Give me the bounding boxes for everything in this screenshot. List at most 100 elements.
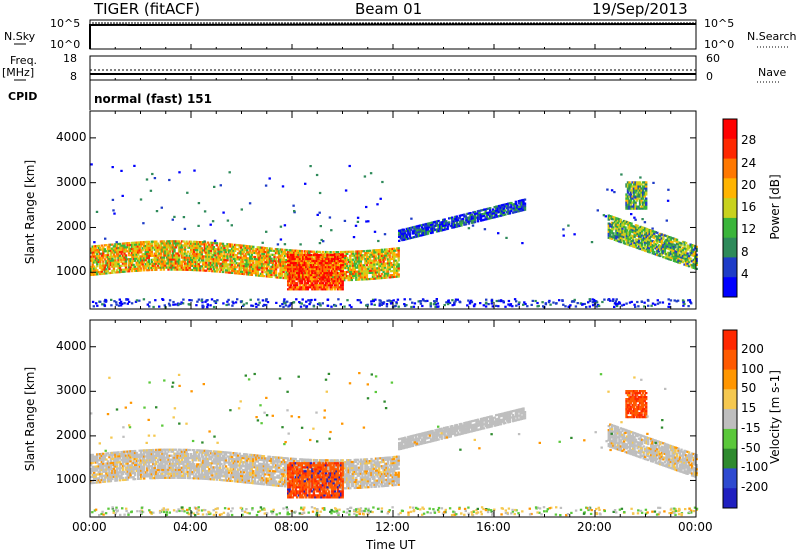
echo-cell	[677, 249, 680, 252]
echo-cell	[365, 270, 369, 273]
echo-cell	[137, 269, 140, 272]
echo-cell	[249, 247, 252, 250]
echo-cell	[133, 253, 137, 256]
echo-cell	[308, 276, 311, 279]
echo-cell	[425, 229, 428, 232]
echo-cell	[183, 260, 187, 263]
echo-cell	[100, 270, 103, 273]
echo-cell	[626, 183, 630, 186]
echo-cell	[170, 266, 173, 269]
echo-cell	[625, 207, 628, 210]
echo-cell	[108, 464, 111, 467]
echo-cell	[199, 251, 202, 254]
echo-cell	[94, 261, 97, 264]
echo-cell	[637, 243, 641, 246]
echo-cell	[171, 240, 175, 243]
echo-cell	[199, 243, 202, 246]
echo-cell	[317, 270, 320, 273]
echo-cell	[312, 280, 316, 283]
echo-cell	[221, 262, 225, 266]
echo-cell	[470, 217, 474, 220]
echo-cell	[631, 241, 635, 244]
echo-cell	[683, 251, 686, 254]
echo-cell	[610, 231, 614, 234]
echo-cell	[146, 248, 149, 252]
echo-cell	[308, 250, 311, 253]
echo-cell	[316, 213, 319, 216]
echo-cell	[196, 257, 199, 260]
echo-cell	[356, 266, 359, 269]
echo-cell	[206, 245, 210, 248]
echo-cell	[165, 252, 169, 255]
echo-cell	[232, 255, 235, 258]
echo-cell	[467, 299, 470, 302]
echo-cell	[323, 257, 326, 261]
echo-cell	[520, 207, 524, 210]
echo-cell	[642, 203, 645, 206]
echo-cell	[650, 245, 653, 248]
echo-cell	[687, 247, 691, 250]
echo-cell	[643, 183, 646, 186]
echo-cell	[114, 451, 117, 454]
echo-cell	[162, 264, 166, 267]
echo-cell	[619, 232, 623, 236]
echo-cell	[442, 224, 445, 227]
echo-cell	[401, 233, 404, 236]
echo-cell	[451, 224, 454, 227]
echo-cell	[442, 222, 445, 225]
echo-cell	[223, 244, 226, 247]
echo-cell	[610, 215, 614, 218]
echo-cell	[149, 242, 152, 245]
echo-cell	[344, 254, 347, 258]
echo-cell	[133, 265, 137, 268]
echo-cell	[508, 212, 511, 215]
echo-cell	[126, 270, 129, 273]
echo-cell	[324, 268, 328, 271]
echo-cell	[274, 258, 278, 261]
echo-cell	[92, 305, 95, 308]
echo-cell	[209, 257, 213, 260]
echo-cell	[225, 303, 228, 307]
echo-cell	[187, 256, 190, 259]
echo-cell	[243, 246, 246, 249]
echo-cell	[120, 246, 123, 249]
echo-cell	[330, 278, 334, 281]
echo-cell	[507, 299, 511, 303]
echo-cell	[344, 250, 347, 253]
echo-cell	[637, 183, 640, 186]
echo-cell	[193, 260, 196, 264]
echo-cell	[106, 260, 110, 263]
echo-cell	[197, 263, 200, 266]
echo-cell	[423, 227, 427, 230]
echo-cell	[256, 270, 259, 273]
echo-cell	[659, 236, 662, 239]
echo-cell	[663, 234, 667, 237]
echo-cell	[352, 270, 355, 273]
echo-cell	[240, 268, 243, 271]
echo-cell	[439, 229, 442, 232]
echo-cell	[177, 258, 181, 261]
echo-cell	[636, 300, 639, 304]
echo-cell	[168, 304, 171, 307]
echo-cell	[282, 268, 285, 271]
echo-cell	[93, 249, 96, 252]
echo-cell	[418, 300, 422, 303]
echo-cell	[170, 260, 173, 263]
echo-cell	[435, 299, 438, 302]
echo-cell	[120, 471, 123, 474]
echo-cell	[288, 262, 291, 265]
echo-cell	[118, 455, 122, 458]
echo-cell	[156, 256, 160, 259]
echo-cell	[348, 304, 351, 307]
echo-cell	[476, 220, 480, 223]
echo-cell	[114, 249, 117, 252]
echo-cell	[642, 187, 645, 190]
echo-cell	[333, 272, 337, 275]
echo-cell	[385, 252, 388, 255]
echo-cell	[306, 268, 309, 271]
echo-cell	[431, 225, 434, 228]
echo-cell	[615, 233, 618, 236]
echo-cell	[335, 257, 338, 261]
echo-cell	[639, 241, 642, 245]
echo-cell	[93, 459, 96, 462]
